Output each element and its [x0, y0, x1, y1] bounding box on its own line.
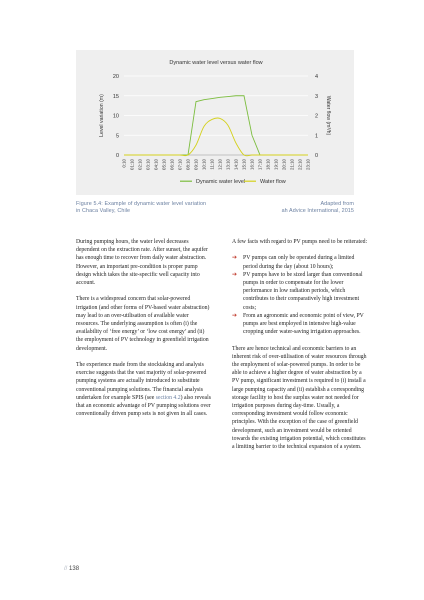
x-tick-label: 21:10: [290, 158, 295, 170]
paragraph-water-level: During pumping hours, the water level de…: [76, 239, 208, 287]
legend-label: Water flow: [260, 179, 286, 185]
x-tick-label: 16:10: [250, 158, 255, 170]
x-tick-label: 09:10: [194, 158, 199, 170]
y-left-tick-label: 10: [113, 114, 119, 120]
list-item: ➔ PV pumps have to be sized larger than c…: [232, 271, 368, 312]
x-tick-label: 01:10: [130, 158, 135, 170]
x-tick-label: 07:10: [178, 158, 183, 170]
x-tick-label: 03:10: [146, 158, 151, 170]
section-link[interactable]: section 4.2: [155, 394, 181, 401]
list-item-text: PV pumps can only be operated during a l…: [243, 255, 355, 270]
x-tick-label: 08:10: [186, 158, 191, 170]
x-tick-label: 02:10: [138, 158, 143, 170]
y-left-axis-label: Level variation (m): [99, 94, 105, 137]
x-tick-label: 04:10: [154, 158, 159, 170]
paragraph-barriers: There are hence technical and economic b…: [232, 345, 367, 451]
x-tick-label: 22:10: [298, 158, 303, 170]
series-line-water-flow: [123, 117, 308, 157]
x-tick-label: 06:10: [170, 158, 175, 170]
paragraph-stocktaking-experience: The experience made from the stocktaking…: [76, 361, 212, 418]
y-left-tick-label: 15: [113, 94, 119, 100]
x-tick-label: 12:10: [218, 158, 223, 170]
caption-line-2: in Chaca Valley, Chile: [76, 208, 131, 215]
y-right-tick-label: 4: [315, 74, 318, 80]
x-tick-label: 0:10: [122, 158, 127, 167]
list-item: ➔ PV pumps can only be operated during a …: [232, 254, 368, 270]
paragraph-over-utilisation-concern: There is a widespread concern that solar…: [76, 296, 210, 352]
paragraph-text: ) also reveals that an economic advantag…: [76, 394, 211, 418]
facts-list: ➔ PV pumps can only be operated during a …: [232, 254, 368, 336]
chart-title: Dynamic water level versus water flow: [169, 60, 262, 66]
chart-panel: Dynamic water level versus water flow 0 5 1…: [76, 50, 354, 195]
x-tick-label: 19:10: [274, 158, 279, 170]
source-line-1: Adapted from: [320, 201, 354, 207]
list-item: ➔ From an agronomic and economic point of…: [232, 312, 368, 337]
x-tick-label: 11:10: [210, 158, 215, 169]
y-right-tick-label: 2: [315, 114, 318, 120]
footer-slashes: //: [64, 566, 68, 572]
chart-svg: Dynamic water level versus water flow 0 5 1…: [99, 60, 331, 185]
figure-caption: Figure 5.4: Example of dynamic water lev…: [76, 201, 246, 216]
y-left-tick-label: 20: [113, 74, 119, 80]
x-tick-label: 23:10: [306, 158, 311, 170]
x-tick-label: 15:10: [242, 158, 247, 170]
page-footer: // 138: [64, 566, 79, 572]
x-tick-label: 20:10: [282, 158, 287, 170]
x-tick-label: 14:10: [234, 158, 239, 170]
y-right-axis-label: Water flow (m³/h): [325, 96, 331, 136]
arrow-right-icon: ➔: [232, 311, 238, 319]
series-line-water-level: [124, 95, 308, 156]
x-tick-label: 18:10: [266, 158, 271, 170]
arrow-right-icon: ➔: [232, 254, 238, 262]
y-right-tick-label: 1: [315, 133, 318, 139]
figure-source: Adapted from ah Advice International, 20…: [234, 201, 354, 216]
source-line-2: ah Advice International, 2015: [281, 208, 354, 215]
list-item-text: PV pumps have to be sized larger than co…: [243, 271, 363, 311]
y-right-tick-label: 0: [315, 153, 318, 159]
x-tick-label: 05:10: [162, 158, 167, 170]
paragraph-facts-intro: A few facts with regard to PV pumps need…: [232, 239, 368, 245]
arrow-right-icon: ➔: [232, 270, 238, 278]
y-right-tick-label: 3: [315, 94, 318, 100]
left-column: During pumping hours, the water level de…: [76, 238, 212, 427]
y-left-tick-label: 5: [116, 133, 119, 139]
page-number: 138: [69, 566, 80, 572]
paragraph-text: The experience made from the stocktaking…: [76, 362, 207, 401]
x-tick-label: 17:10: [258, 158, 263, 170]
y-left-tick-label: 0: [116, 153, 119, 159]
right-column: A few facts with regard to PV pumps need…: [232, 238, 368, 459]
x-tick-label: 10:10: [202, 158, 207, 170]
legend-label: Dynamic water level: [196, 179, 245, 185]
caption-line-1: Figure 5.4: Example of dynamic water lev…: [76, 201, 207, 207]
list-item-text: From an agronomic and economic point of …: [243, 312, 364, 336]
x-tick-label: 13:10: [226, 158, 231, 170]
